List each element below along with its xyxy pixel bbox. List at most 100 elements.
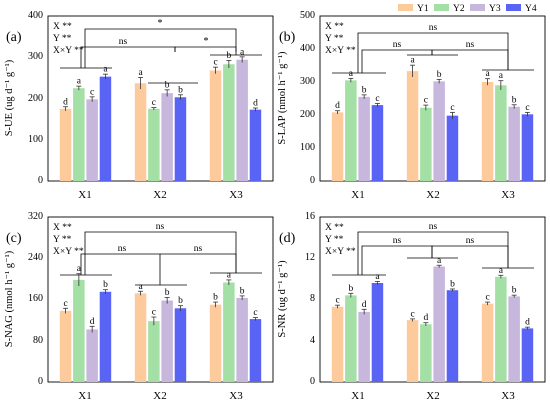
sig-label: ns xyxy=(466,236,475,246)
significance-letter: d xyxy=(90,317,95,327)
y-tick-label: 100 xyxy=(300,142,315,153)
x-tick-label: X2 xyxy=(426,189,439,201)
significance-letter: c xyxy=(410,309,414,319)
bar xyxy=(420,107,432,181)
significance-letter: a xyxy=(103,65,108,75)
sig-label: ns xyxy=(429,222,438,232)
x-tick-label: X1 xyxy=(78,189,91,201)
bar xyxy=(521,328,534,383)
bar xyxy=(134,293,147,382)
panel-c: (c) S-NAG (nmol h⁻¹ g⁻¹) 0 80 160 240 32… xyxy=(4,211,274,402)
significance-letter: d xyxy=(525,318,530,328)
significance-letter: d xyxy=(335,101,340,111)
x-tick-label: X3 xyxy=(229,189,243,201)
significance-letter: a xyxy=(375,272,380,282)
bar xyxy=(331,306,344,382)
significance-letter: a xyxy=(349,69,354,79)
bracket-line xyxy=(431,245,509,268)
significance-letter: b xyxy=(165,288,170,298)
y-tick-label: 0 xyxy=(38,175,43,186)
y-tick-label: 0 xyxy=(310,376,315,387)
sig-label: ns xyxy=(156,222,165,232)
y-tick-label: 12 xyxy=(305,252,315,263)
y-ticks: 0 4 8 12 16 xyxy=(305,211,315,387)
bar xyxy=(345,295,357,383)
legend-item: Y2 xyxy=(434,4,465,14)
significance-letter: a xyxy=(138,68,143,78)
stats-block: X ** Y ** X×Y ** xyxy=(53,223,84,257)
sig-label: ns xyxy=(393,236,402,246)
significance-letter: b xyxy=(178,296,183,306)
legend-item: Y1 xyxy=(398,4,429,14)
y-axis-label: S-UE (ug d⁻¹ g⁻¹) xyxy=(4,59,15,136)
bar xyxy=(223,64,235,181)
bar xyxy=(148,321,160,382)
stats-xy: X×Y ** xyxy=(325,46,356,56)
bar xyxy=(371,105,384,181)
significance-letter: a xyxy=(227,270,232,280)
x-ticks: X1 X2 X3 xyxy=(78,390,243,402)
plot-frame xyxy=(319,15,546,182)
y-tick-label: 4 xyxy=(310,335,315,346)
stats-block: X ** Y ** X×Y ** xyxy=(325,22,356,56)
bar xyxy=(406,320,419,383)
x-tick-label: X2 xyxy=(426,390,439,402)
legend-item: Y4 xyxy=(506,4,537,14)
bar xyxy=(433,266,445,382)
bar xyxy=(73,279,85,382)
significance-brackets xyxy=(332,231,534,276)
significance-letter: a xyxy=(138,282,143,292)
y-tick-label: 320 xyxy=(28,211,43,222)
x-tick-label: X2 xyxy=(153,189,166,201)
y-ticks: 0 100 200 300 400 xyxy=(28,10,43,186)
y-ticks: 0 80 160 240 320 xyxy=(28,211,43,387)
stats-x: X ** xyxy=(53,223,72,233)
bar xyxy=(358,311,370,383)
legend-swatch xyxy=(470,4,485,11)
significance-brackets xyxy=(332,32,534,74)
bar xyxy=(406,71,419,181)
significance-letter: c xyxy=(525,103,529,113)
significance-letter: b xyxy=(512,95,517,105)
bar xyxy=(358,96,370,181)
bar xyxy=(446,115,459,181)
y-tick-label: 160 xyxy=(28,293,43,304)
bar xyxy=(99,76,112,181)
x-tick-label: X1 xyxy=(351,390,364,402)
significance-letter: c xyxy=(213,58,217,68)
y-tick-label: 300 xyxy=(300,76,315,87)
plot-frame xyxy=(47,216,274,383)
bar xyxy=(495,276,507,382)
legend-swatch xyxy=(398,4,413,11)
significance-letter: a xyxy=(499,266,504,276)
panel-a: (a) S-UE (ug d⁻¹ g⁻¹) 0 100 200 300 400 … xyxy=(4,10,274,201)
legend-swatch xyxy=(434,4,449,11)
panel-b: (b) S-LAP (nmol h⁻¹ g⁻¹) 0 100 200 300 4… xyxy=(277,10,546,201)
significance-letter: d xyxy=(362,300,367,310)
x-tick-label: X2 xyxy=(153,390,166,402)
stats-y: Y ** xyxy=(325,235,344,245)
bracket-line xyxy=(174,46,237,52)
stats-xy: X×Y ** xyxy=(53,46,84,56)
bar xyxy=(59,310,72,382)
bracket-line xyxy=(84,28,237,68)
x-ticks: X1 X2 X3 xyxy=(351,189,515,201)
x-ticks: X1 X2 X3 xyxy=(78,189,243,201)
significance-letter: a xyxy=(77,264,82,274)
significance-letter: c xyxy=(90,87,94,97)
bracket-line xyxy=(160,253,237,273)
bar xyxy=(331,112,344,181)
stats-y: Y ** xyxy=(325,34,344,44)
significance-letter: a xyxy=(410,56,415,66)
bar xyxy=(134,83,147,181)
significance-letter: c xyxy=(335,296,339,306)
bar xyxy=(345,80,357,181)
stats-y: Y ** xyxy=(53,235,72,245)
bar xyxy=(481,303,494,383)
x-ticks: X1 X2 X3 xyxy=(351,390,515,402)
bar xyxy=(73,88,85,181)
